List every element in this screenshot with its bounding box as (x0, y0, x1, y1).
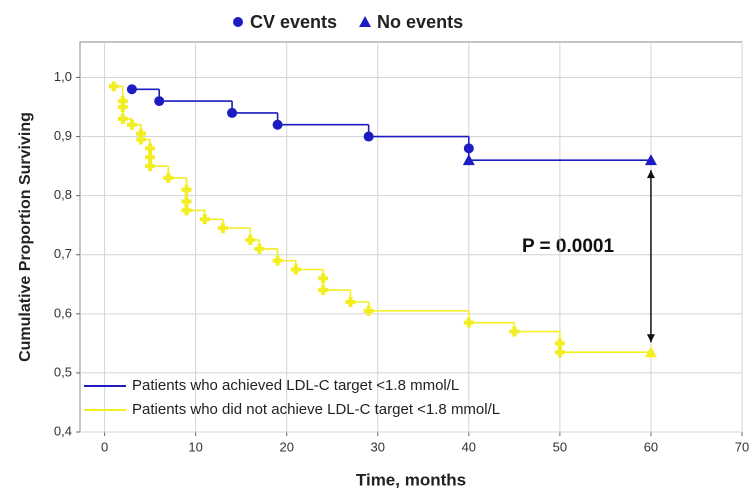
event-marker (363, 131, 374, 142)
cross-marker (117, 102, 128, 112)
censor-marker (462, 154, 475, 166)
event-marker (463, 143, 474, 154)
x-tick-label: 10 (188, 439, 202, 454)
y-tick-label: 0,6 (54, 305, 72, 320)
cross-marker (272, 255, 283, 266)
cross-marker (254, 243, 265, 254)
event-marker (154, 96, 165, 107)
cross-marker (318, 285, 329, 296)
cross-marker (117, 113, 128, 124)
plot-area (79, 41, 743, 433)
event-marker (272, 119, 283, 130)
cross-marker (163, 172, 174, 183)
cross-marker (554, 338, 565, 349)
y-tick-label: 1,0 (54, 69, 72, 84)
x-axis-label: Time, months (356, 470, 466, 489)
y-tick-label: 0,5 (54, 364, 72, 379)
x-tick-label: 50 (553, 439, 567, 454)
cross-marker (463, 317, 474, 328)
cross-marker (181, 184, 192, 195)
cross-marker (126, 119, 137, 130)
p-value-annotation: P = 0.0001 (522, 236, 615, 257)
x-tick-label: 60 (644, 439, 658, 454)
legend-label: Patients who achieved LDL-C target <1.8 … (132, 377, 459, 394)
cross-marker (136, 128, 147, 139)
cross-marker (136, 134, 147, 145)
event-marker (227, 107, 238, 118)
cross-marker (217, 223, 228, 234)
y-tick-label: 0,4 (54, 423, 72, 438)
y-tick-label: 0,7 (54, 246, 72, 261)
arrow-head (646, 334, 655, 343)
event-marker (126, 84, 137, 95)
marker-legend-label: CV events (250, 12, 337, 32)
event-marker (233, 17, 243, 27)
marker-legend-label: No events (377, 12, 463, 32)
cross-marker (181, 205, 192, 216)
x-tick-label: 40 (462, 439, 476, 454)
cross-marker (199, 214, 210, 225)
x-tick-label: 20 (279, 439, 293, 454)
cross-marker (509, 326, 520, 337)
cross-marker (108, 81, 119, 92)
cross-marker (145, 161, 156, 172)
cross-marker (290, 264, 301, 275)
x-tick-label: 30 (371, 439, 385, 454)
cross-marker (245, 234, 256, 245)
cross-marker (145, 152, 156, 163)
y-tick-label: 0,8 (54, 187, 72, 202)
cross-marker (145, 143, 156, 154)
cross-marker (363, 305, 374, 316)
y-tick-label: 0,9 (54, 128, 72, 143)
cross-marker (318, 273, 329, 284)
cross-marker (345, 297, 356, 307)
cross-marker (181, 196, 192, 207)
censor-marker (644, 154, 657, 166)
legend-label: Patients who did not achieve LDL-C targe… (132, 401, 500, 418)
censor-marker (644, 346, 657, 358)
x-tick-label: 0 (101, 439, 108, 454)
censor-marker (359, 16, 372, 27)
cross-marker (554, 347, 565, 358)
cross-marker (117, 96, 128, 107)
y-axis-label: Cumulative Proportion Surviving (17, 112, 34, 362)
x-tick-label: 70 (735, 439, 749, 454)
arrow-head (646, 170, 655, 179)
